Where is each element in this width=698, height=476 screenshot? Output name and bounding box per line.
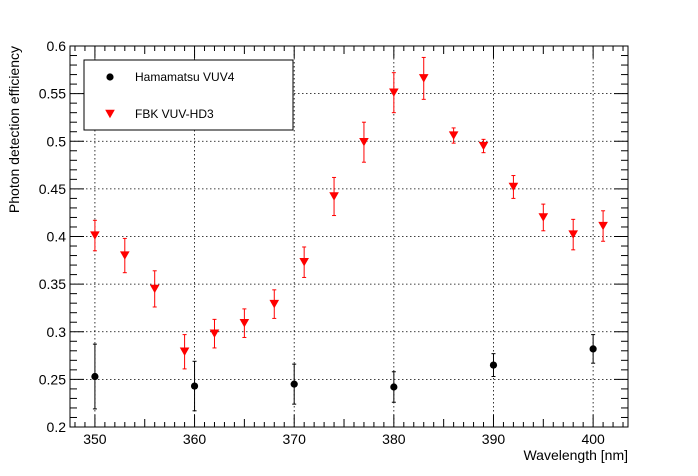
y-tick-label: 0.55: [39, 86, 66, 102]
y-tick-label: 0.6: [47, 38, 67, 54]
data-point: [390, 383, 398, 391]
data-point: [299, 258, 309, 267]
x-axis-label: Wavelength [nm]: [523, 447, 628, 463]
series-hamamatsu-vuv4: [91, 334, 597, 412]
data-point: [269, 299, 280, 309]
data-point: [91, 372, 99, 381]
tick-labels: 350 360 370 380 390 400 0.2 0.25 0.3 0.35 0.4 0.45 0…: [39, 38, 605, 447]
legend-marker-fbk-vuv-hd3: [105, 109, 115, 119]
data-point: [478, 141, 489, 151]
data-point: [190, 382, 199, 390]
data-point: [120, 251, 130, 260]
data-point: [389, 88, 399, 97]
x-tick-label: 350: [83, 431, 107, 447]
data-point: [418, 74, 429, 83]
data-point: [448, 131, 459, 140]
y-tick-label: 0.5: [47, 133, 67, 149]
data-point: [239, 318, 250, 328]
legend-box: [83, 59, 294, 131]
x-tick-label: 400: [581, 431, 605, 447]
y-tick-label: 0.45: [39, 181, 66, 197]
plot-frame: [69, 45, 629, 428]
y-tick-label: 0.2: [47, 419, 67, 435]
data-point: [589, 345, 597, 353]
data-point: [508, 182, 519, 192]
data-point: [598, 221, 608, 231]
legend-label-hamamatsu-vuv4: Hamamatsu VUV4: [135, 70, 235, 84]
data-point: [179, 347, 190, 356]
y-axis-label: Photon detection efficiency: [6, 46, 22, 213]
data-point: [290, 380, 298, 388]
y-tick-label: 0.35: [39, 276, 66, 292]
x-tick-label: 390: [482, 431, 506, 447]
data-point: [90, 231, 100, 240]
legend-marker-hamamatsu-vuv4: [106, 73, 114, 81]
y-tick-label: 0.25: [39, 371, 66, 387]
series-layer: [90, 56, 608, 412]
legend-label-fbk-vuv-hd3: FBK VUV-HD3: [135, 107, 214, 121]
data-point: [209, 329, 220, 338]
series-fbk-vuv-hd3: [90, 56, 608, 370]
data-point: [489, 361, 498, 369]
legend: Hamamatsu VUV4 FBK VUV-HD3: [83, 59, 294, 131]
x-tick-label: 360: [183, 431, 207, 447]
data-point: [359, 138, 369, 147]
y-tick-label: 0.4: [47, 229, 67, 245]
x-tick-label: 380: [382, 431, 406, 447]
data-point: [538, 213, 549, 222]
y-tick-label: 0.3: [47, 324, 67, 340]
data-point: [149, 284, 160, 294]
x-tick-label: 370: [283, 431, 307, 447]
data-point: [329, 192, 339, 201]
data-point: [568, 230, 578, 239]
